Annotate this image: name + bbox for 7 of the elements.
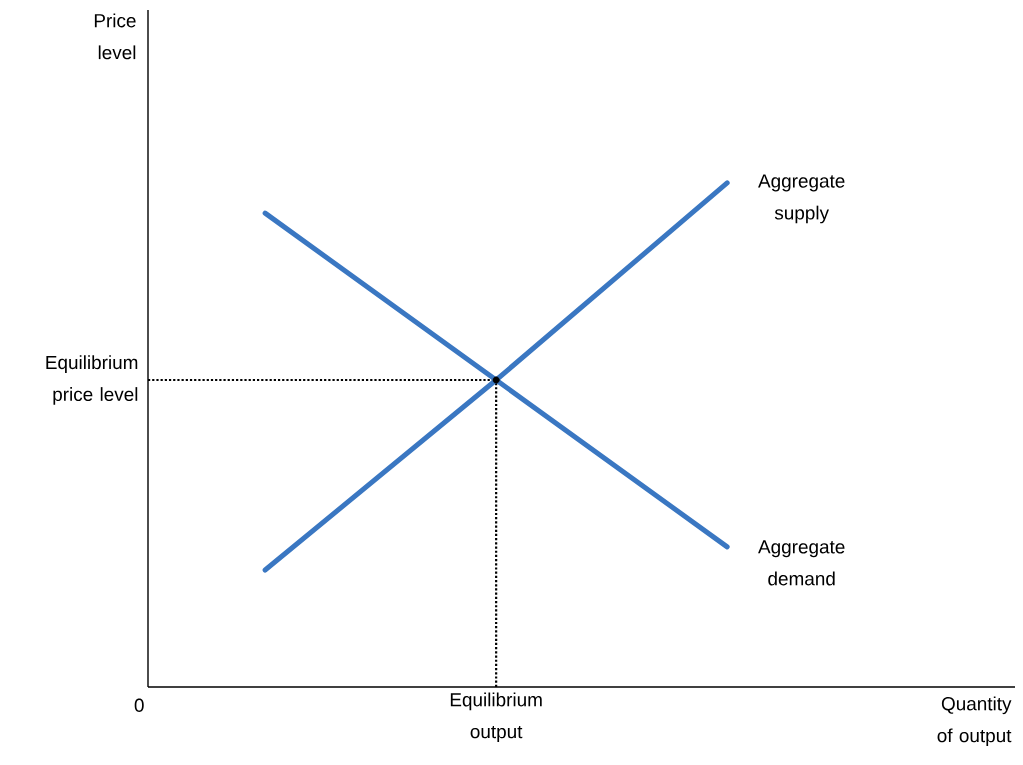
ref-line-label: Equilibrium price level <box>46 355 138 405</box>
text: Equilibrium output <box>450 692 542 743</box>
series-label: Aggregate demand <box>758 540 845 586</box>
text: 0 <box>134 698 144 712</box>
text: Price level <box>94 13 136 60</box>
x-axis-title: Quantity of output <box>937 696 1012 747</box>
series-label: Aggregate supply <box>758 174 845 224</box>
